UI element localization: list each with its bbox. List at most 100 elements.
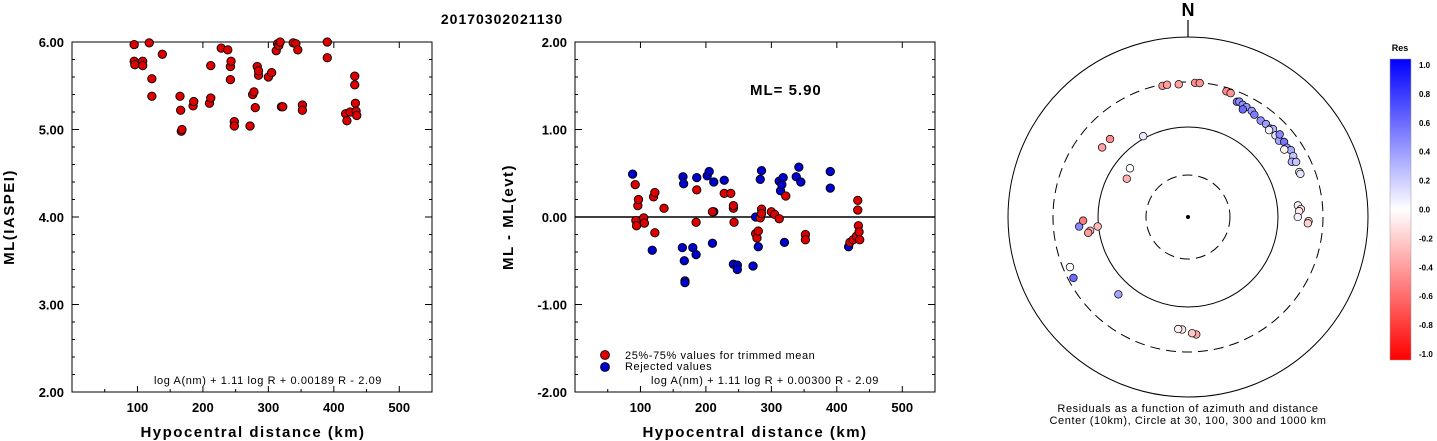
middle-data-point [650, 187, 660, 198]
north-label: N [1182, 0, 1195, 20]
left-data-point [293, 45, 303, 55]
colorbar-tick-label: 0.8 [1419, 90, 1431, 99]
legend-marker-trimmed [600, 350, 610, 360]
colorbar-tick-label: -0.6 [1419, 292, 1433, 301]
left-y-tick-label: 5.00 [39, 123, 64, 138]
legend-label-rejected: Rejected values [625, 361, 712, 373]
formula-middle: log A(nm) + 1.11 log R + 0.00300 R - 2.0… [651, 375, 879, 387]
middle-data-point [709, 177, 719, 187]
middle-data-point [726, 188, 736, 199]
left-x-tick-label: 200 [192, 400, 214, 415]
middle-data-point [748, 261, 758, 271]
middle-data-point [853, 195, 863, 206]
ring-30km [1145, 174, 1231, 260]
middle-data-point [729, 217, 739, 227]
left-data-point [130, 60, 140, 70]
left-data-point [350, 80, 360, 90]
left-data-point [278, 102, 288, 112]
middle-data-point [692, 172, 702, 183]
left-y-tick-label: 3.00 [39, 298, 64, 313]
middle-data-point [800, 235, 811, 245]
polar-data-point [1093, 222, 1102, 231]
colorbar-tick-label: -1.0 [1419, 350, 1433, 359]
middle-data-point [647, 245, 657, 255]
left-x-tick-label: 400 [323, 400, 345, 415]
figure-title: 20170302021130 [441, 11, 563, 27]
middle-data-point [631, 221, 642, 231]
left-data-point [206, 60, 216, 71]
middle-x-tick-label: 200 [695, 400, 717, 415]
left-data-point [189, 96, 199, 107]
middle-data-point [679, 179, 689, 189]
middle-x-tick-label: 100 [630, 400, 652, 415]
middle-data-point [753, 226, 763, 236]
middle-data-point [692, 185, 702, 195]
middle-data-point [639, 218, 650, 228]
left-y-tick-label: 2.00 [39, 385, 64, 400]
polar-data-point [1293, 212, 1302, 222]
middle-data-point [778, 172, 788, 183]
left-x-tick-label: 500 [388, 400, 410, 415]
left-data-point [129, 39, 139, 50]
polar-data-point [1174, 324, 1183, 334]
middle-data-point [755, 174, 765, 185]
polar-data-point [1125, 164, 1135, 173]
polar-data-point [1296, 169, 1305, 179]
middle-data-point [753, 242, 763, 252]
middle-data-point [680, 277, 690, 288]
left-data-point [322, 37, 332, 47]
polar-data-point [1303, 219, 1312, 228]
polar-data-point [1105, 134, 1115, 144]
left-data-point [342, 116, 352, 126]
middle-y-tick-label: 0.00 [542, 210, 567, 225]
middle-data-point [756, 165, 767, 176]
ring-300km [1052, 81, 1324, 353]
x-axis-label-middle: Hypocentral distance (km) [642, 424, 867, 441]
middle-data-point [855, 235, 865, 245]
left-data-point [206, 93, 216, 103]
middle-data-point [779, 237, 790, 248]
colorbar-tick-label: 0.0 [1419, 206, 1431, 215]
middle-y-tick-label: 1.00 [542, 123, 567, 138]
polar-data-point [1122, 174, 1131, 183]
middle-data-point [633, 194, 644, 205]
left-data-point [138, 60, 148, 71]
colorbar-tick-label: -0.2 [1419, 234, 1433, 243]
middle-y-tick-label: 2.00 [542, 35, 567, 50]
polar-data-point [1280, 145, 1289, 154]
polar-data-point [1097, 143, 1107, 152]
polar-data-point [1174, 80, 1183, 89]
middle-data-point [825, 183, 835, 193]
polar-data-point [1069, 273, 1078, 283]
legend: 25%-75% values for trimmed mean Rejected… [600, 350, 815, 373]
left-data-point [350, 98, 361, 108]
middle-x-tick-label: 400 [826, 400, 848, 415]
polar-data-point [1162, 80, 1172, 89]
left-data-point [229, 121, 239, 131]
panel-ml-residual: 100 200 300 400 500 -2.00 -1.00 0.00 1.00 2.00 ML… [500, 35, 936, 441]
middle-data-point [728, 200, 739, 211]
middle-data-point [825, 166, 835, 177]
polar-caption-line2: Center (10km), Circle at 30, 100, 300 an… [1049, 415, 1326, 427]
middle-x-tick-label: 300 [761, 400, 783, 415]
colorbar-tick-label: -0.8 [1419, 321, 1433, 330]
polar-caption-line1: Residuals as a function of azimuth and d… [1057, 403, 1318, 415]
middle-x-tick-label: 500 [891, 400, 913, 415]
colorbar-tick-label: 0.6 [1419, 119, 1431, 128]
colorbar-gradient [1389, 58, 1412, 361]
middle-data-point [650, 228, 660, 238]
epicenter-marker [1186, 215, 1190, 219]
colorbar-title: Res [1392, 43, 1409, 53]
polar-data-point [1084, 228, 1093, 237]
left-data-point [223, 45, 233, 55]
middle-data-point [774, 214, 784, 224]
left-x-tick-label: 300 [258, 400, 280, 415]
polar-data-point [1226, 88, 1235, 98]
middle-data-point [796, 177, 806, 187]
left-data-point [225, 74, 236, 85]
left-data-point [177, 124, 187, 135]
y-axis-label-middle: ML - ML(evt) [500, 164, 517, 270]
ring-1000km [1007, 36, 1369, 398]
left-data-point [250, 102, 260, 113]
polar-data-point [1078, 216, 1088, 225]
